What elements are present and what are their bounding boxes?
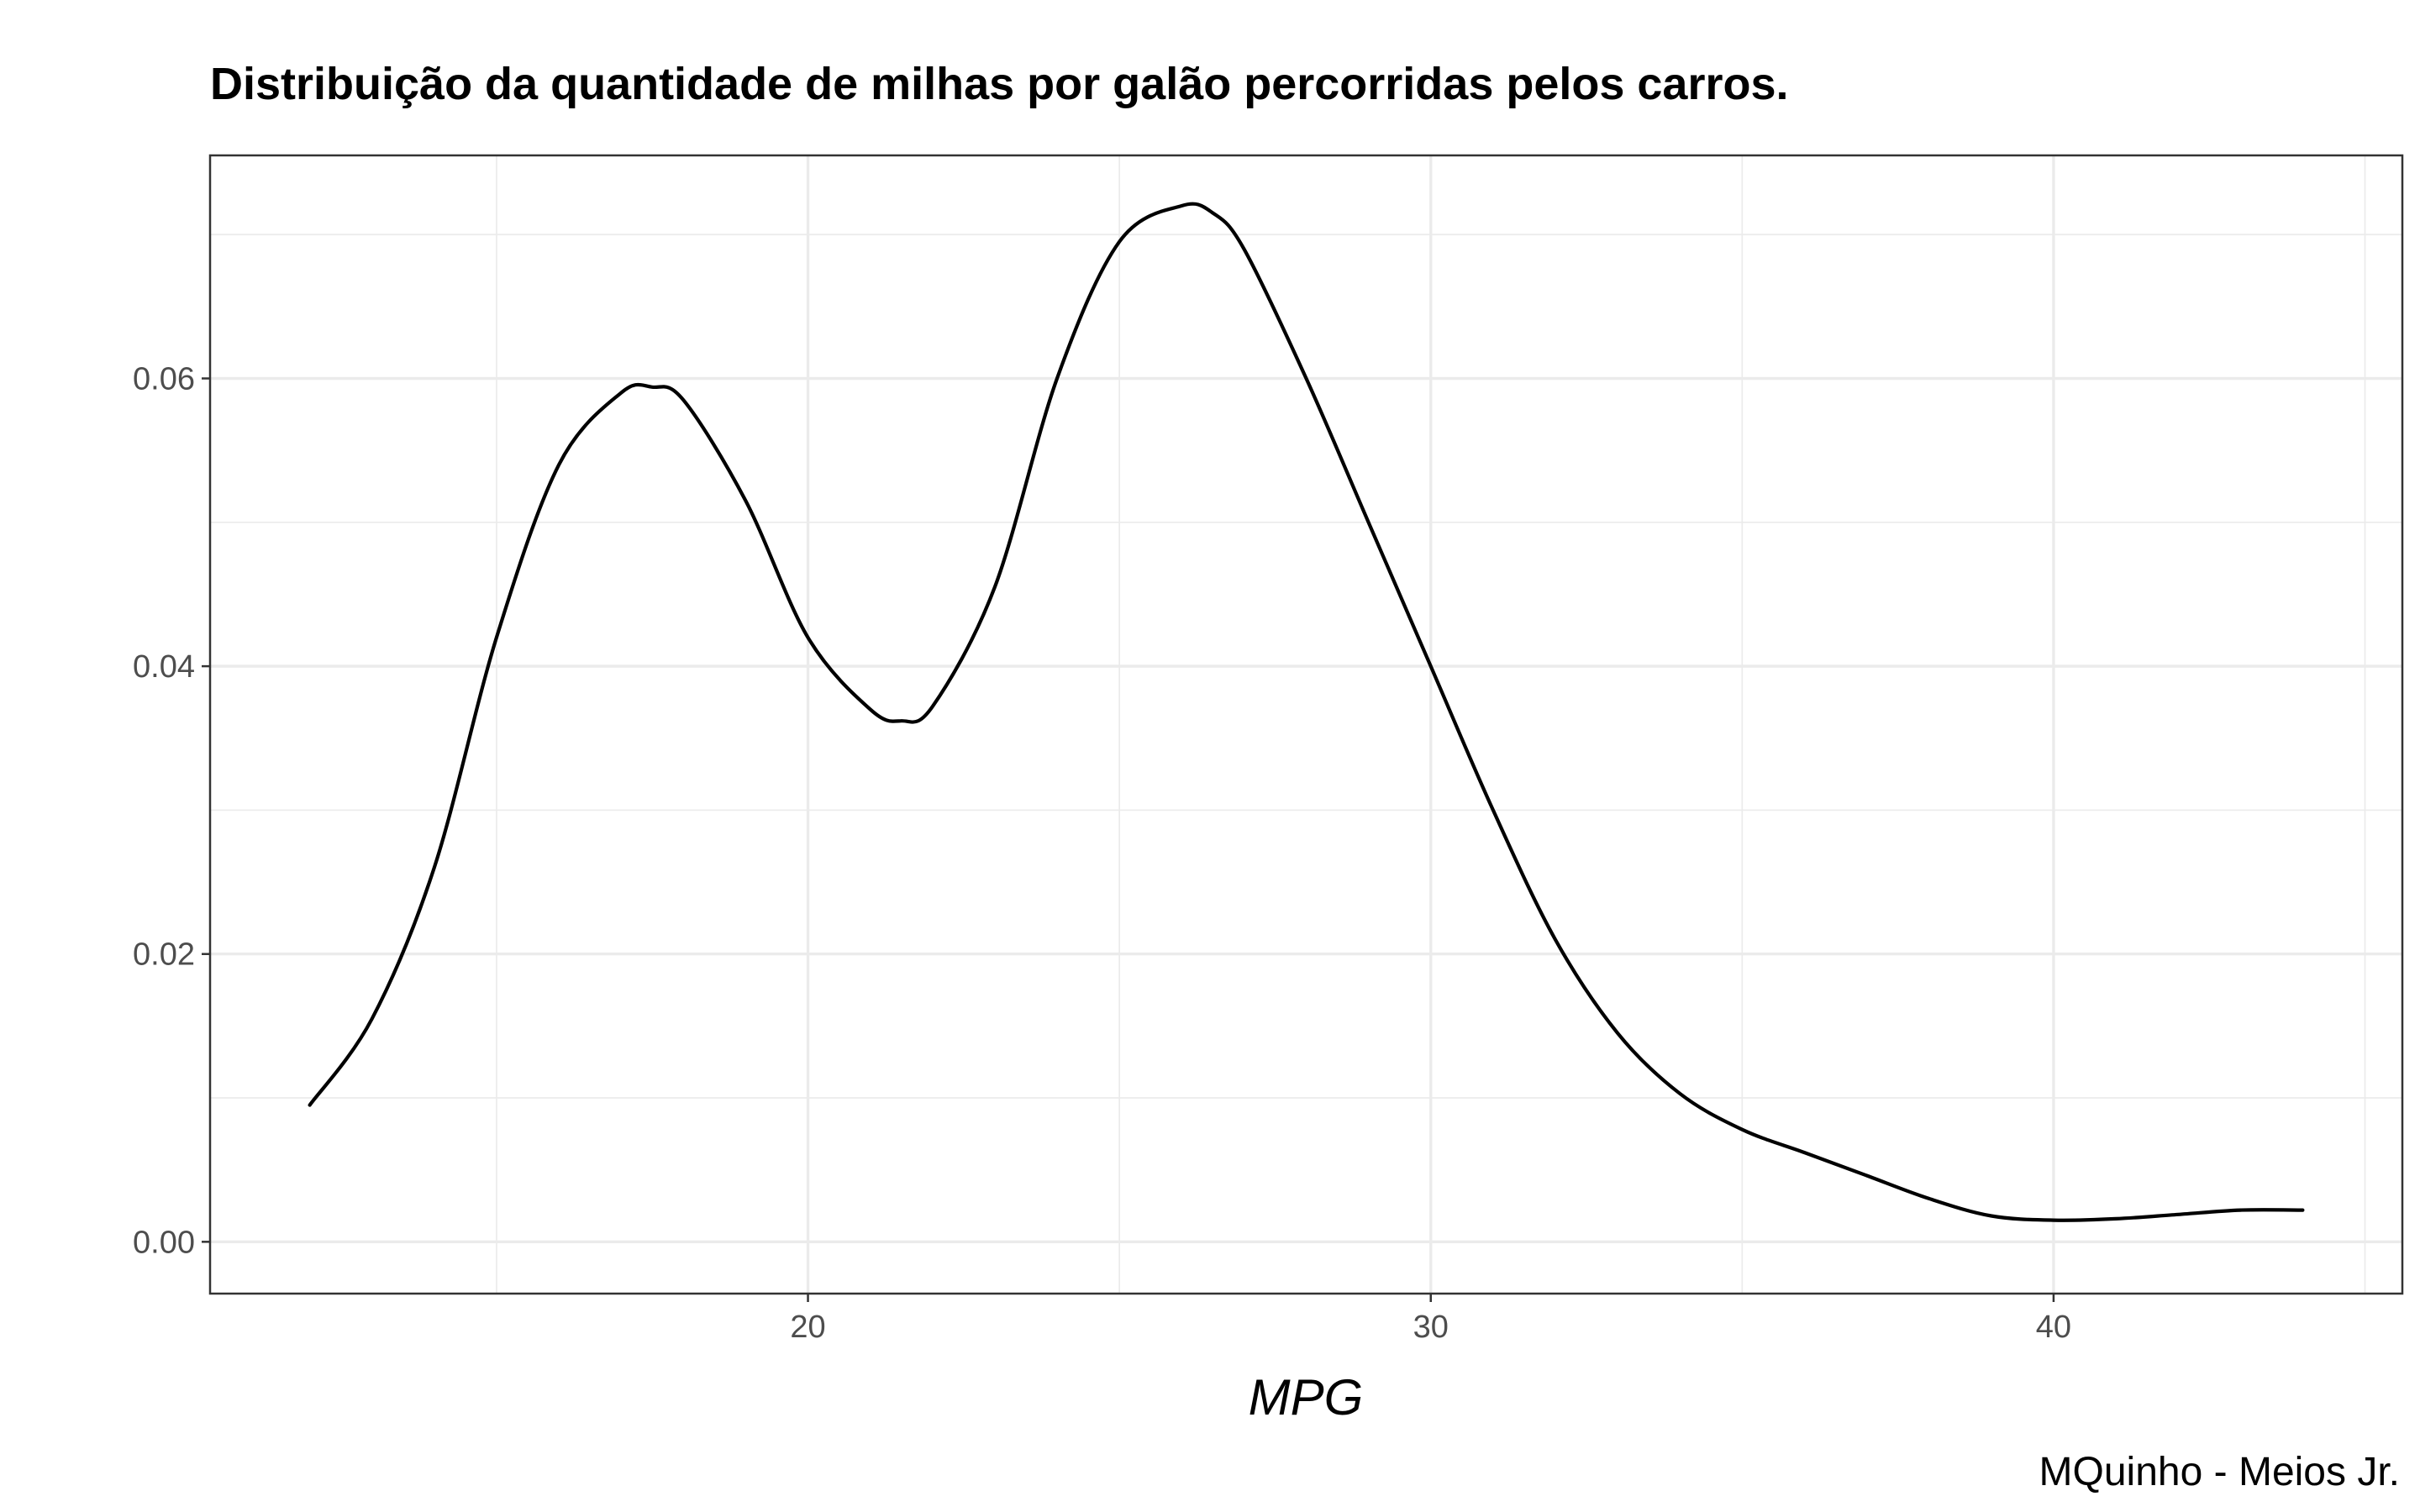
x-tick-label: 20 [790, 1310, 825, 1345]
x-axis-title: MPG [1249, 1369, 1364, 1425]
y-tick-label: 0.06 [133, 362, 195, 397]
y-axis: 0.00 0.02 0.04 0.06 [133, 362, 210, 1260]
x-tick-label: 40 [2036, 1310, 2071, 1345]
x-axis: 20 30 40 [790, 1294, 2071, 1345]
minor-gridlines [210, 155, 2402, 1294]
y-tick-label: 0.00 [133, 1225, 195, 1260]
panel-border [208, 154, 2404, 1295]
density-curve [308, 202, 2305, 1222]
major-gridlines [210, 155, 2402, 1294]
chart-title: Distribuição da quantidade de milhas por… [210, 59, 1789, 109]
chart-caption: MQuinho - Meios Jr. [2039, 1450, 2400, 1494]
y-tick-label: 0.04 [133, 649, 195, 685]
y-tick-label: 0.02 [133, 937, 195, 973]
x-tick-label: 30 [1413, 1310, 1449, 1345]
